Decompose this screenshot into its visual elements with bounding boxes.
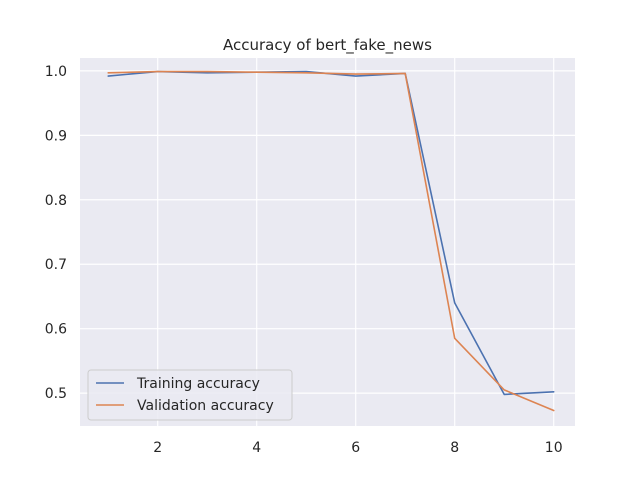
legend-label: Training accuracy [136, 376, 260, 392]
x-tick-label: 2 [153, 440, 162, 456]
plot-area [80, 58, 575, 426]
y-axis-ticks: 0.5 0.6 0.7 0.8 0.9 1.0 [45, 64, 67, 402]
legend-box [87, 369, 293, 421]
x-axis-ticks: 2 4 6 8 10 [153, 440, 562, 456]
x-tick-label: 6 [351, 440, 360, 456]
legend-label: Validation accuracy [137, 398, 274, 414]
y-tick-label: 0.9 [45, 128, 67, 144]
series-line-validation-accuracy [107, 70, 555, 412]
y-tick-label: 0.5 [45, 386, 67, 402]
x-tick-label: 4 [252, 440, 261, 456]
y-tick-label: 0.8 [45, 193, 67, 209]
y-tick-label: 0.7 [45, 257, 67, 273]
x-tick-label: 8 [450, 440, 459, 456]
legend: Training accuracy Validation accuracy [87, 369, 293, 421]
y-tick-label: 0.6 [45, 322, 67, 338]
x-tick-label: 10 [545, 440, 563, 456]
series-lines [107, 70, 555, 412]
y-tick-label: 1.0 [45, 64, 67, 80]
chart-title: Accuracy of bert_fake_news [223, 36, 432, 55]
